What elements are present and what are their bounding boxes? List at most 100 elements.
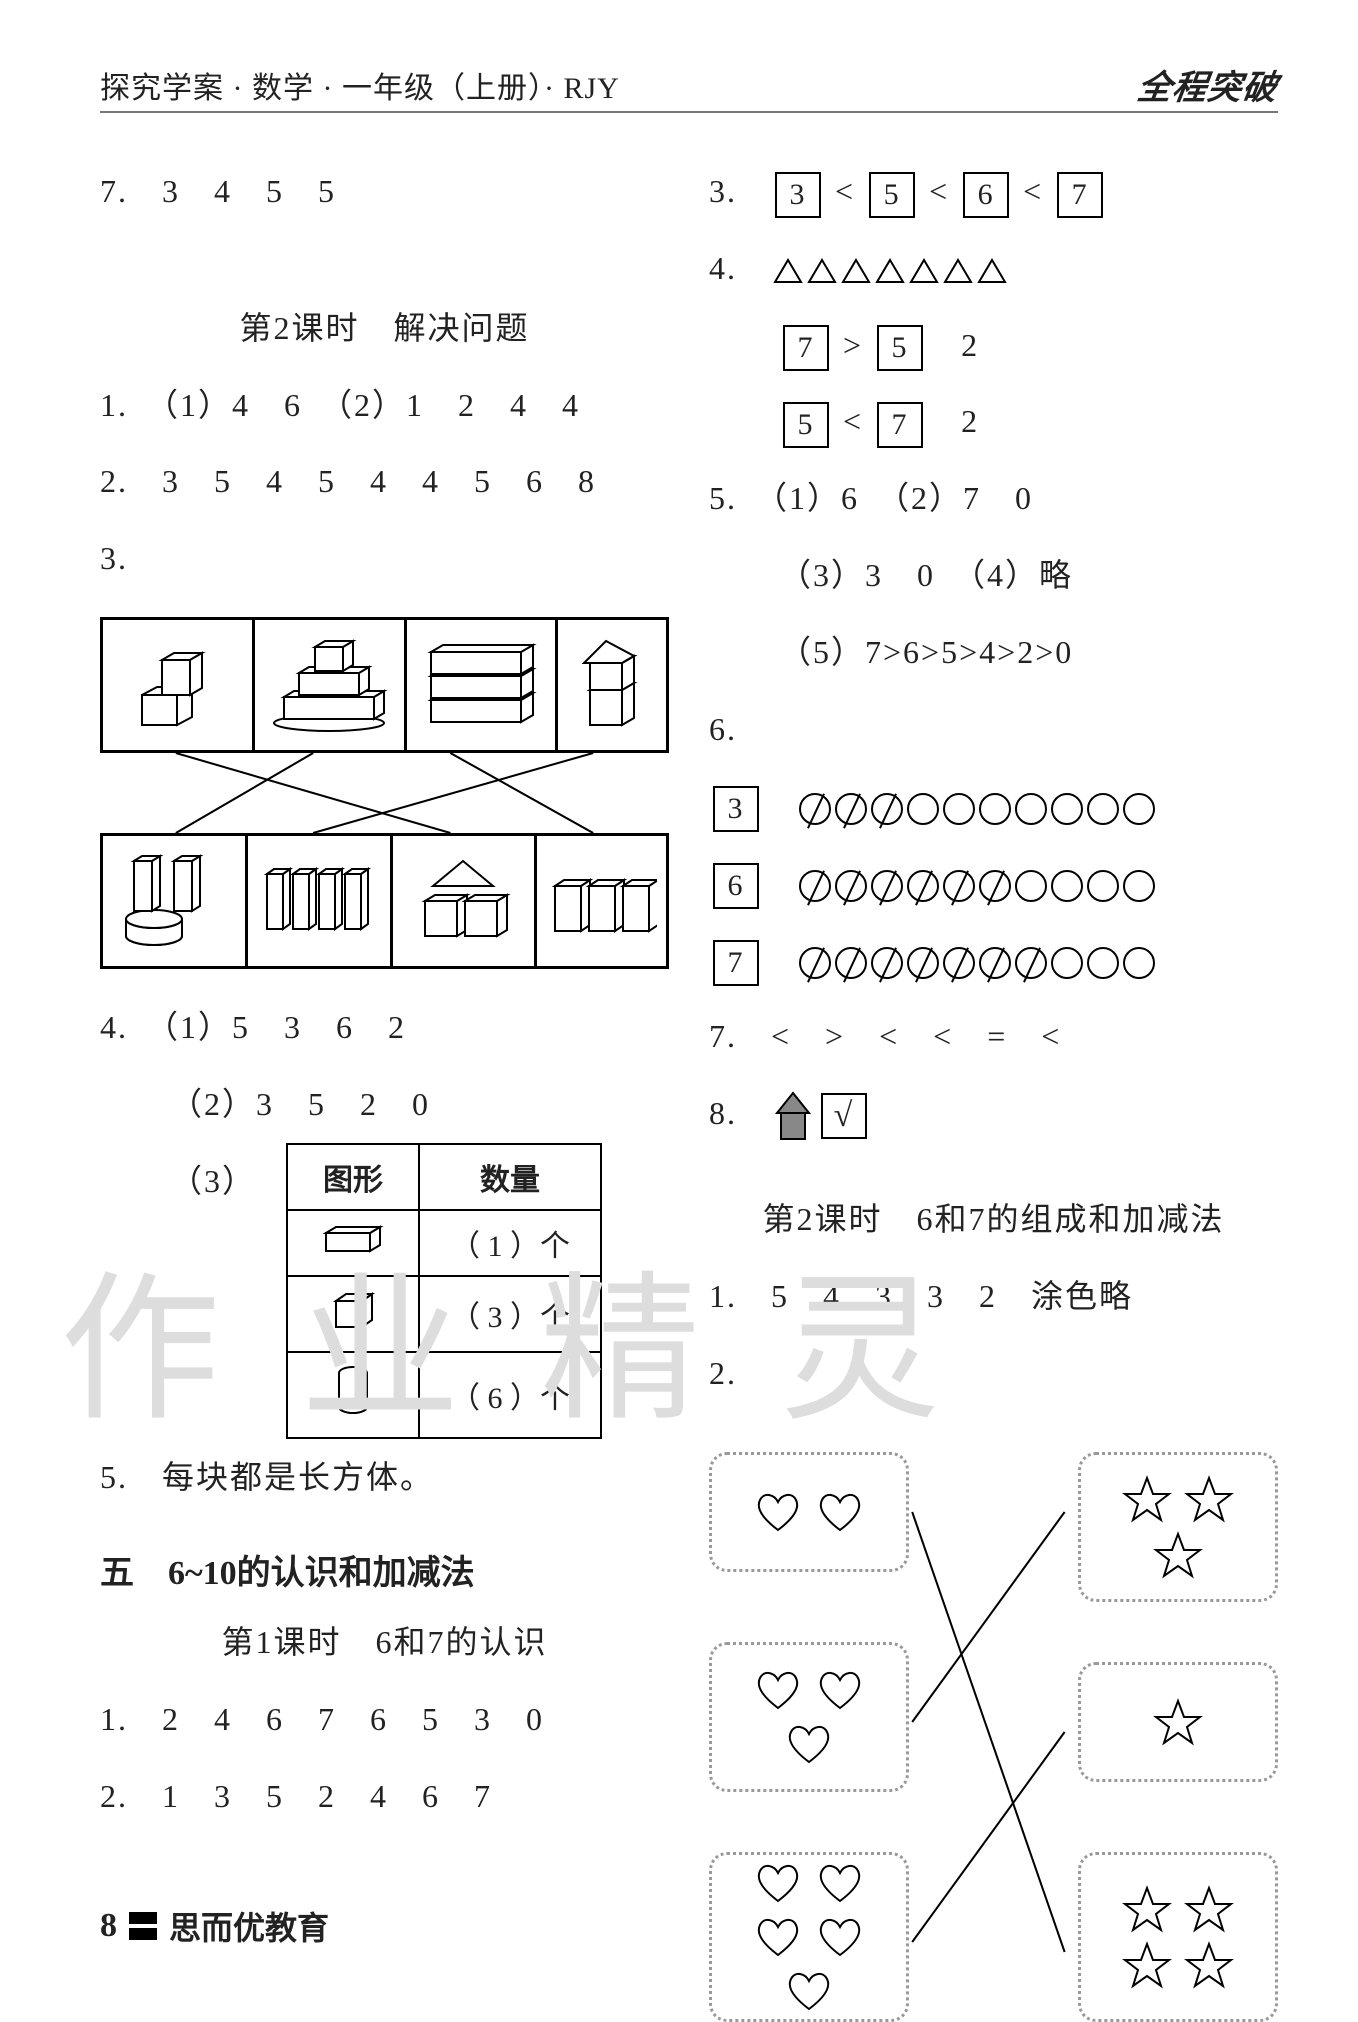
r6-num: 7: [713, 940, 759, 986]
l2-q4-3: （3）: [100, 1143, 256, 1220]
circle-slashed-icon: [835, 947, 867, 979]
heart-star-match: [709, 1442, 1278, 2022]
circle-slashed-icon: [799, 870, 831, 902]
r-q5-2: （3）3 0 （4）略: [709, 537, 1278, 614]
r6-row: 6: [709, 844, 1278, 921]
fig-top-1: [103, 620, 255, 750]
circle-slashed-icon: [979, 947, 1011, 979]
u5-q1: 1. 2 4 6 7 6 5 3 0: [100, 1681, 669, 1758]
circle-icon: [1087, 947, 1119, 979]
r-q5-1: 5. （1）6 （2）7 0: [709, 460, 1278, 537]
fig-bot-3: [393, 836, 538, 966]
td-count-3: （ 6 ）个: [419, 1352, 601, 1438]
fig-top-3: [407, 620, 559, 750]
circle-slashed-icon: [907, 947, 939, 979]
checkbox-icon: √: [821, 1093, 867, 1139]
u5-q2: 2. 1 3 5 2 4 6 7: [100, 1758, 669, 1835]
fig-top-4: [558, 620, 666, 750]
unit5-title: 五 6~10的认识和加减法: [100, 1545, 669, 1594]
r-q7: 7. < > < < = <: [709, 998, 1278, 1075]
td-count-2: （ 3 ）个: [419, 1276, 601, 1352]
circle-icon: [1051, 870, 1083, 902]
hearts-box-2: [709, 1642, 909, 1792]
circle-slashed-icon: [835, 870, 867, 902]
l2-q4-3-row: （3） 图形数量 （ 1 ）个 （ 3 ）个 （ 6 ）个: [100, 1143, 669, 1439]
l2-q2: 2. 3 5 4 5 4 4 5 6 8: [100, 443, 669, 520]
circle-icon: [1087, 870, 1119, 902]
r-q4-l3: 5 < 7 2: [709, 383, 1278, 460]
circle-slashed-icon: [943, 870, 975, 902]
circle-slashed-icon: [871, 870, 903, 902]
header-right: 全程突破: [1135, 60, 1282, 109]
r6-row: 3: [709, 767, 1278, 844]
l2-q5: 5. 每块都是长方体。: [100, 1439, 669, 1516]
circle-slashed-icon: [943, 947, 975, 979]
circle-icon: [1087, 793, 1119, 825]
r-q3: 3. 3 < 5 < 6 < 7: [709, 153, 1278, 230]
td-shape-2: [287, 1276, 419, 1352]
stars-box-1: [1078, 1452, 1278, 1602]
r-q8-label: 8.: [709, 1095, 737, 1131]
r-q8: 8. √: [709, 1075, 1278, 1152]
box-4e: 7: [877, 402, 923, 448]
circle-slashed-icon: [907, 870, 939, 902]
page-footer: 8 思而优教育: [100, 1903, 329, 1949]
circle-icon: [907, 793, 939, 825]
u5-lesson1-title: 第1课时 6和7的认识: [100, 1604, 669, 1681]
val-4c: 2: [961, 327, 979, 363]
circle-icon: [1123, 870, 1155, 902]
circle-icon: [1123, 947, 1155, 979]
circle-slashed-icon: [835, 793, 867, 825]
fig-bot-1: [103, 836, 248, 966]
r6-row: 7: [709, 921, 1278, 998]
shape-count-table: 图形数量 （ 1 ）个 （ 3 ）个 （ 6 ）个: [286, 1143, 602, 1439]
r-q5-3: （5）7>6>5>4>2>0: [709, 614, 1278, 691]
val-4f: 2: [961, 403, 979, 439]
l2-q3: 3.: [100, 520, 669, 597]
lesson2-title: 第2课时 解决问题: [100, 290, 669, 367]
l2-q4-2: （2）3 5 2 0: [100, 1066, 669, 1143]
td-count-1: （ 1 ）个: [419, 1210, 601, 1276]
circle-icon: [979, 793, 1011, 825]
circle-icon: [1123, 793, 1155, 825]
r6-num: 6: [713, 863, 759, 909]
hearts-box-3: [709, 1852, 909, 2022]
fig-bot-4: [537, 836, 666, 966]
box-3b: 5: [869, 172, 915, 218]
page-number: 8: [100, 1907, 117, 1945]
r6-num: 3: [713, 786, 759, 832]
circle-icon: [1015, 870, 1047, 902]
stars-box-2: [1078, 1662, 1278, 1782]
td-shape-3: [287, 1352, 419, 1438]
r-q4-tri: 4.: [709, 230, 1278, 307]
circle-slashed-icon: [1015, 947, 1047, 979]
hearts-box-1: [709, 1452, 909, 1572]
r-l2-q1: 1. 5 4 3 3 2 涂色略: [709, 1258, 1278, 1335]
circle-icon: [1051, 947, 1083, 979]
td-shape-1: [287, 1210, 419, 1276]
footer-brand: 思而优教育: [169, 1903, 329, 1949]
house-icon: [771, 1095, 815, 1131]
header-left: 探究学案 · 数学 · 一年级（上册）· RJY: [100, 63, 620, 107]
l2-q1: 1. （1）4 6 （2）1 2 4 4: [100, 367, 669, 444]
right-column: 3. 3 < 5 < 6 < 7 4. 7 > 5 2 5 < 7 2 5. （…: [709, 153, 1278, 2022]
circle-slashed-icon: [979, 870, 1011, 902]
fig-bottom-row: [100, 833, 669, 969]
box-4b: 5: [877, 325, 923, 371]
left-column: 7. 3 4 5 5 第2课时 解决问题 1. （1）4 6 （2）1 2 4 …: [100, 153, 669, 2022]
circle-slashed-icon: [799, 793, 831, 825]
box-3a: 3: [775, 172, 821, 218]
r-q6: 6.: [709, 691, 1278, 768]
triangles: [771, 230, 1009, 307]
circle-slashed-icon: [871, 793, 903, 825]
fig-bot-2: [248, 836, 393, 966]
page-header: 探究学案 · 数学 · 一年级（上册）· RJY 全程突破: [100, 60, 1278, 113]
box-3c: 6: [963, 172, 1009, 218]
fig-top-row: [100, 617, 669, 753]
circle-icon: [943, 793, 975, 825]
q7: 7. 3 4 5 5: [100, 153, 669, 230]
box-4a: 7: [783, 325, 829, 371]
brand-logo-icon: [129, 1912, 157, 1940]
th-shape: 图形: [287, 1144, 419, 1210]
fig-cross-lines: [110, 753, 659, 833]
